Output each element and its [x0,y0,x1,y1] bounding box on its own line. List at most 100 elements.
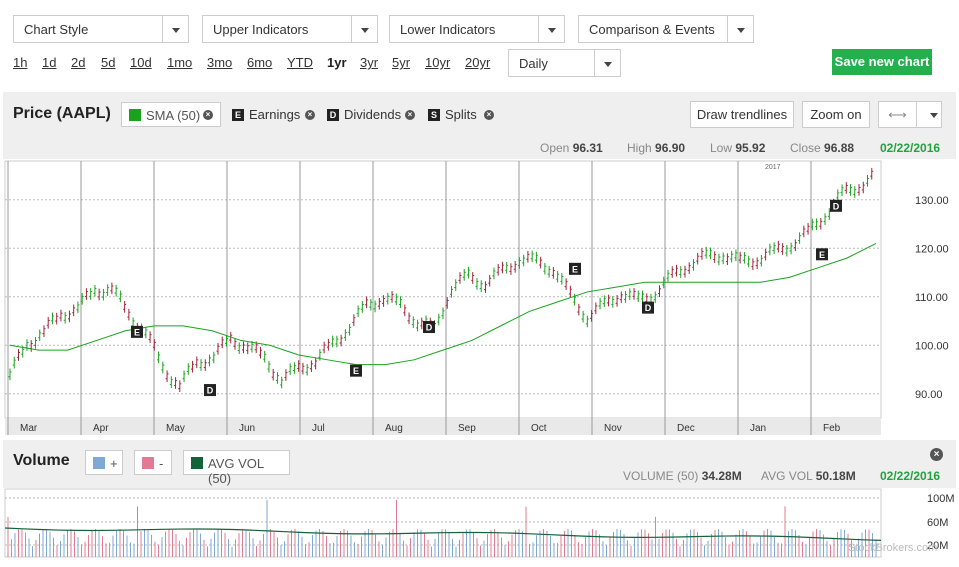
month-label: Aug [385,423,403,434]
avg-vol-chip[interactable]: AVG VOL (50) [183,450,290,486]
price-plot-area [4,160,882,419]
event-badge [569,262,581,275]
event-badge-label: E [353,366,359,376]
earnings-badge: E [232,109,244,121]
event-badge [350,364,362,377]
month-label: Jun [239,423,255,434]
event-badge-label: E [134,327,140,337]
x-axis-band [5,418,881,435]
event-badge [204,384,216,397]
price-date: 02/22/2016 [880,141,941,155]
dividends-label: Dividends [344,107,402,122]
range-1d[interactable]: 1d [42,55,57,70]
remove-sma-icon[interactable]: × [203,110,213,120]
price-panel-header: Price (AAPL) SMA (50) × E Earnings × D D… [3,92,956,159]
event-badge [830,199,842,212]
range-1yr[interactable]: 1yr [327,55,347,70]
upper-indicators-label: Upper Indicators [213,22,309,37]
chart-style-label: Chart Style [24,22,89,37]
range-10yr[interactable]: 10yr [425,55,451,70]
price-y-tick-label: 90.00 [915,389,943,401]
sma-chip-label: SMA (50) [146,108,201,123]
sma-line [9,242,877,366]
dividends-badge: D [327,109,339,121]
price-y-tick-label: 100.00 [915,340,949,352]
volume-date: 02/22/2016 [880,469,941,483]
range-5yr[interactable]: 5yr [392,55,411,70]
chevron-down-icon[interactable] [594,50,620,76]
range-5d[interactable]: 5d [101,55,116,70]
ohlc-high: High 96.90 [627,141,686,155]
chart-style-dropdown[interactable]: Chart Style [13,15,189,43]
event-badge-label: E [819,250,825,260]
avg-vol-readout: AVG VOL 50.18M [761,469,856,483]
sma-swatch [129,109,141,121]
range-1h[interactable]: 1h [13,55,28,70]
volume-down-swatch [142,457,154,469]
volume-readout: VOLUME (50) 34.28M [623,469,742,483]
comparison-events-dropdown[interactable]: Comparison & Events [578,15,754,43]
month-label: Jan [750,423,766,434]
ohlc-open: Open 96.31 [540,141,603,155]
close-volume-icon[interactable]: × [930,448,943,461]
month-label: Oct [531,423,547,434]
chevron-down-icon[interactable] [538,16,564,42]
ohlc-low: Low 95.92 [710,141,766,155]
remove-earnings-icon[interactable]: × [305,110,315,120]
volume-y-tick-label: 100M [927,493,955,505]
month-label: Jul [312,423,325,434]
lower-indicators-dropdown[interactable]: Lower Indicators [389,15,565,43]
save-new-chart-button[interactable]: Save new chart [832,49,932,75]
volume-title: Volume [13,452,70,469]
range-10d[interactable]: 10d [130,55,152,70]
remove-dividends-icon[interactable]: × [405,110,415,120]
splits-label: Splits [445,107,477,122]
month-label: May [166,423,185,434]
zoom-on-button[interactable]: Zoom on [802,101,870,128]
pan-control[interactable]: ⟷ [878,101,942,128]
month-label: Feb [823,423,841,434]
remove-splits-icon[interactable]: × [484,110,494,120]
event-badge-label: D [833,201,840,211]
chevron-down-icon[interactable] [930,113,938,118]
lower-indicators-label: Lower Indicators [400,22,496,37]
price-y-tick-label: 110.00 [915,292,948,304]
range-3mo[interactable]: 3mo [207,55,233,70]
upper-indicators-dropdown[interactable]: Upper Indicators [202,15,378,43]
event-badge-label: D [207,386,214,396]
range-6mo[interactable]: 6mo [247,55,273,70]
event-badge [816,248,828,261]
sma-chip[interactable]: SMA (50) × [121,102,221,127]
chevron-down-icon[interactable] [727,16,753,42]
range-3yr[interactable]: 3yr [360,55,379,70]
range-20yr[interactable]: 20yr [465,55,491,70]
volume-panel-header: Volume + - AVG VOL (50) × [3,440,956,488]
comparison-events-label: Comparison & Events [589,22,715,37]
draw-trendlines-button[interactable]: Draw trendlines [690,101,794,128]
range-ytd[interactable]: YTD [287,55,313,70]
month-label: Mar [20,423,38,434]
range-1mo[interactable]: 1mo [167,55,193,70]
volume-up-label: + [110,456,118,471]
chevron-down-icon[interactable] [351,16,377,42]
volume-y-tick-label: 60M [927,517,948,529]
earnings-label: Earnings [249,107,301,122]
month-label: Dec [677,423,695,434]
event-badge [131,325,143,338]
volume-y-tick-label: 20M [927,540,948,552]
volume-down-chip[interactable]: - [134,450,172,475]
event-badge [423,321,435,334]
month-label: Apr [93,423,109,434]
avg-volume-line [4,527,882,541]
ohlc-close: Close 96.88 [790,141,855,155]
event-badge-label: D [645,303,652,313]
volume-up-chip[interactable]: + [85,450,123,475]
range-2d[interactable]: 2d [71,55,86,70]
stockbrokers-watermark: StockBrokers.com [848,542,937,554]
price-title: Price (AAPL) [13,105,111,122]
interval-dropdown[interactable]: Daily [508,49,621,77]
chevron-down-icon[interactable] [162,16,188,42]
volume-up-swatch [93,457,105,469]
pan-arrows-icon[interactable]: ⟷ [879,102,917,127]
